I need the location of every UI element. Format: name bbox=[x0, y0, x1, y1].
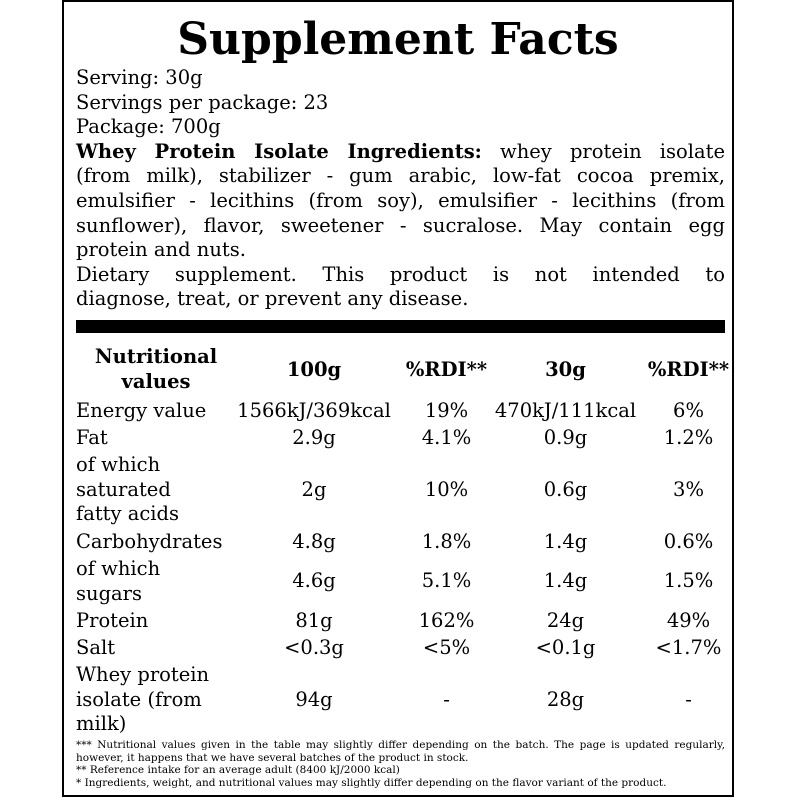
row-label-carbohydrates: Carbohydrates bbox=[76, 530, 223, 553]
whey-100g: 94g bbox=[295, 688, 333, 711]
row-label-whey-protein-isolate: Whey protein isolate (from milk) bbox=[76, 663, 210, 736]
ingredients-line-3: emulsifier - lecithins (from soy), emuls… bbox=[76, 188, 725, 212]
row-label-sugars: of which sugars bbox=[76, 557, 161, 605]
fat-100g: 2.9g bbox=[292, 426, 336, 449]
footnote-line-2: however, it happens that we have several… bbox=[76, 751, 469, 764]
sugars-rdi-30g: 1.5% bbox=[663, 569, 714, 592]
product-info: Serving: 30g Servings per package: 23 Pa… bbox=[76, 66, 725, 312]
carbohydrates-rdi-100g: 1.8% bbox=[421, 530, 472, 553]
disclaimer-line-2: diagnose, treat, or prevent any disease. bbox=[76, 287, 469, 311]
ingredients-line-5: protein and nuts. bbox=[76, 238, 246, 262]
carbohydrates-100g: 4.8g bbox=[292, 530, 336, 553]
ingredients-label: Whey Protein Isolate Ingredients: bbox=[76, 139, 482, 163]
row-label-salt: Salt bbox=[76, 636, 116, 659]
whey-rdi-100g: - bbox=[443, 688, 450, 711]
carbohydrates-30g: 1.4g bbox=[543, 530, 588, 553]
sugars-rdi-100g: 5.1% bbox=[421, 569, 472, 592]
whey-30g: 28g bbox=[546, 688, 585, 711]
footnotes: *** Nutritional values given in the tabl… bbox=[76, 739, 725, 789]
salt-rdi-30g: <1.7% bbox=[655, 636, 722, 659]
saturated-rdi-30g: 3% bbox=[673, 478, 704, 501]
package-weight: Package: 700g bbox=[76, 115, 221, 139]
protein-30g: 24g bbox=[546, 609, 585, 632]
ingredients-text-1: whey protein isolate bbox=[481, 139, 725, 163]
protein-100g: 81g bbox=[295, 609, 333, 632]
protein-rdi-30g: 49% bbox=[666, 609, 711, 632]
row-label-fat: Fat bbox=[76, 426, 108, 449]
energy-30g: 470kJ/111kcal bbox=[494, 399, 637, 422]
ingredients-line-1: Whey Protein Isolate Ingredients: whey p… bbox=[76, 140, 725, 165]
protein-rdi-100g: 162% bbox=[418, 609, 475, 632]
energy-rdi-100g: 19% bbox=[424, 399, 469, 422]
footnote-line-3: ** Reference intake for an average adult… bbox=[76, 764, 400, 776]
col-header-nutrient: Nutritional values bbox=[94, 345, 218, 393]
page-title: Supplement Facts bbox=[177, 14, 619, 65]
ingredients-line-4: sunflower), flavor, sweetener - sucralos… bbox=[76, 213, 725, 237]
servings-per-package: Servings per package: 23 bbox=[76, 90, 329, 114]
energy-100g: 1566kJ/369kcal bbox=[237, 399, 391, 422]
row-label-saturated-fatty-acids: of which saturated fatty acids bbox=[76, 453, 180, 526]
fat-rdi-30g: 1.2% bbox=[663, 426, 714, 449]
footnote-line-4: * Ingredients, weight, and nutritional v… bbox=[76, 776, 667, 789]
col-header-30g: 30g bbox=[545, 358, 586, 381]
saturated-30g: 0.6g bbox=[543, 478, 588, 501]
sugars-100g: 4.6g bbox=[292, 569, 336, 592]
row-label-energy: Energy value bbox=[76, 399, 207, 422]
salt-100g: <0.3g bbox=[284, 636, 344, 659]
serving-size: Serving: 30g bbox=[76, 66, 203, 89]
saturated-100g: 2g bbox=[301, 478, 327, 501]
salt-30g: <0.1g bbox=[535, 636, 596, 659]
carbohydrates-rdi-30g: 0.6% bbox=[663, 530, 714, 553]
sugars-30g: 1.4g bbox=[543, 569, 588, 592]
section-divider-bar bbox=[76, 320, 725, 333]
salt-rdi-100g: <5% bbox=[422, 636, 471, 659]
energy-rdi-30g: 6% bbox=[673, 399, 704, 422]
col-header-rdi-100g: %RDI** bbox=[405, 358, 488, 381]
col-header-100g: 100g bbox=[286, 358, 342, 381]
footnote-line-1: *** Nutritional values given in the tabl… bbox=[76, 739, 725, 751]
saturated-rdi-100g: 10% bbox=[424, 478, 469, 501]
col-header-rdi-30g: %RDI** bbox=[647, 358, 730, 381]
fat-rdi-100g: 4.1% bbox=[421, 426, 472, 449]
disclaimer-line-1: Dietary supplement. This product is not … bbox=[76, 262, 725, 286]
supplement-facts-panel: Supplement Facts Serving: 30g Servings p… bbox=[62, 0, 734, 797]
ingredients-line-2: (from milk), stabilizer - gum arabic, lo… bbox=[76, 164, 725, 188]
row-label-protein: Protein bbox=[76, 609, 149, 632]
whey-rdi-30g: - bbox=[685, 688, 692, 711]
fat-30g: 0.9g bbox=[543, 426, 588, 449]
